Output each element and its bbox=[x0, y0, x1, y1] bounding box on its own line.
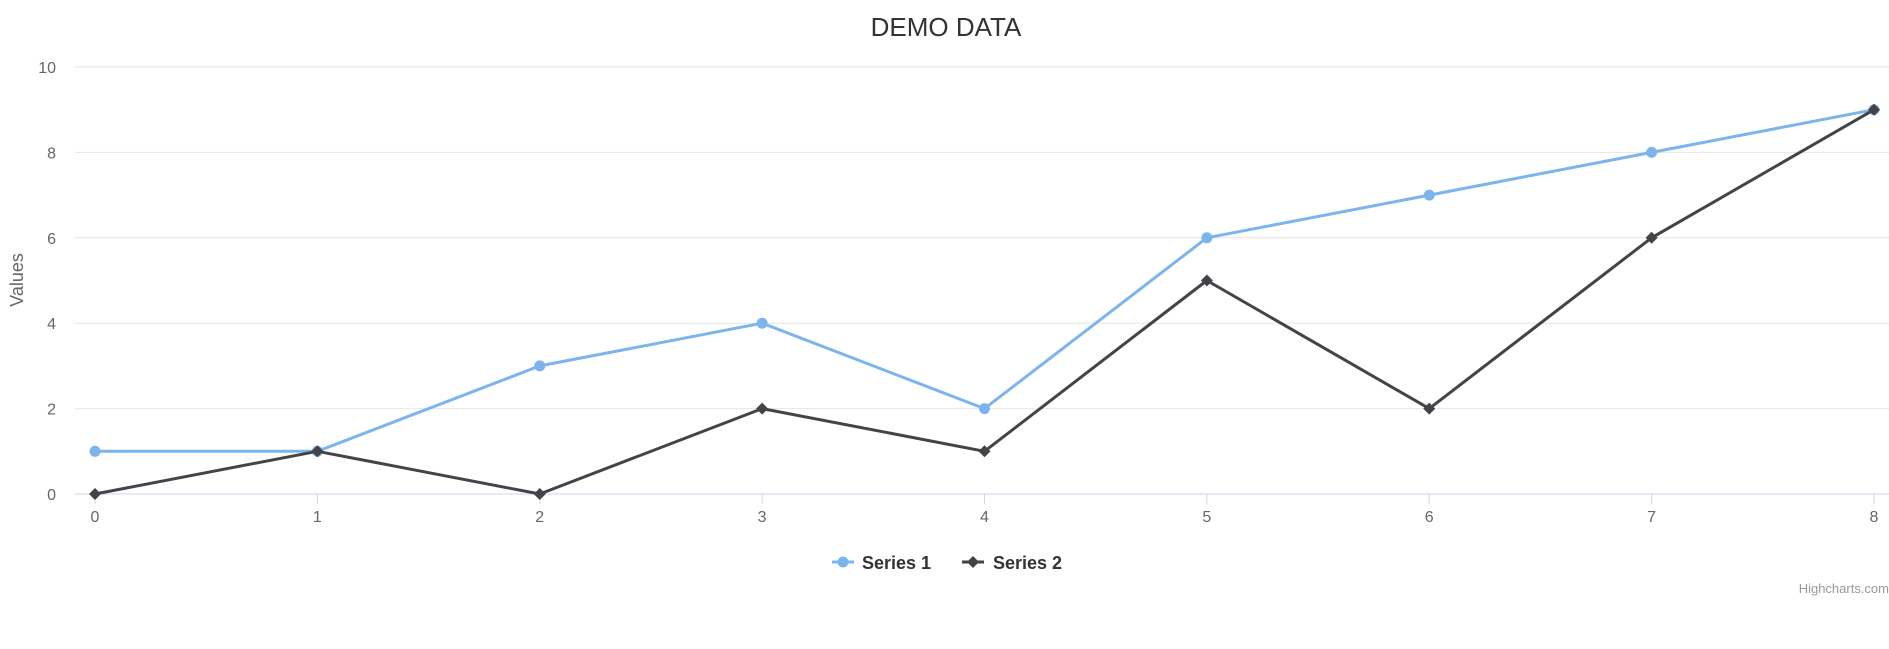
y-tick-label: 8 bbox=[47, 145, 56, 162]
legend-label: Series 1 bbox=[862, 553, 931, 573]
data-point[interactable] bbox=[1868, 103, 1880, 116]
x-tick-label: 8 bbox=[1870, 509, 1879, 526]
grid-lines bbox=[75, 66, 1889, 410]
legend[interactable]: Series 1 Series 2 bbox=[832, 553, 1062, 573]
x-tick-label: 2 bbox=[535, 509, 544, 526]
series-2[interactable] bbox=[89, 103, 1880, 500]
x-tick-label: 6 bbox=[1425, 509, 1434, 526]
legend-label: Series 2 bbox=[993, 553, 1062, 573]
data-point[interactable] bbox=[756, 317, 768, 329]
data-point[interactable] bbox=[533, 488, 546, 500]
series-line[interactable] bbox=[93, 108, 1876, 496]
data-point[interactable] bbox=[1423, 189, 1435, 201]
legend-item-series-2[interactable]: Series 2 bbox=[962, 553, 1062, 573]
x-axis: 0 1 2 3 4 5 6 7 8 bbox=[75, 493, 1889, 526]
data-point[interactable] bbox=[756, 402, 769, 415]
legend-marker bbox=[837, 556, 849, 568]
y-tick-label: 10 bbox=[38, 60, 56, 77]
x-tick-label: 1 bbox=[313, 509, 322, 526]
data-point[interactable] bbox=[534, 360, 546, 372]
legend-item-series-1[interactable]: Series 1 bbox=[832, 553, 931, 573]
y-tick-label: 2 bbox=[47, 402, 56, 419]
series-1[interactable] bbox=[89, 104, 1880, 457]
y-tick-label: 4 bbox=[47, 316, 56, 333]
x-tick-label: 7 bbox=[1647, 509, 1656, 526]
data-point[interactable] bbox=[1200, 274, 1213, 287]
data-point[interactable] bbox=[1646, 146, 1658, 158]
x-tick-label: 0 bbox=[91, 509, 100, 526]
y-tick-label: 0 bbox=[47, 487, 56, 504]
y-axis: 0 2 4 6 8 10 bbox=[38, 60, 56, 504]
x-tick-label: 5 bbox=[1202, 509, 1211, 526]
credits-link[interactable]: Highcharts.com bbox=[1799, 581, 1889, 596]
data-point[interactable] bbox=[978, 445, 991, 458]
series-line[interactable] bbox=[93, 108, 1876, 453]
data-point[interactable] bbox=[1423, 402, 1436, 415]
x-tick-label: 3 bbox=[758, 509, 767, 526]
data-point[interactable] bbox=[1201, 232, 1213, 244]
data-point[interactable] bbox=[89, 445, 101, 457]
data-point[interactable] bbox=[311, 445, 324, 458]
series-group bbox=[89, 103, 1880, 500]
x-tick-label: 4 bbox=[980, 509, 989, 526]
legend-marker bbox=[967, 556, 979, 568]
data-point[interactable] bbox=[979, 403, 990, 415]
data-point[interactable] bbox=[1645, 231, 1658, 244]
y-tick-label: 6 bbox=[47, 231, 56, 248]
y-axis-title: Values bbox=[7, 253, 27, 307]
chart-title: DEMO DATA bbox=[871, 12, 1022, 42]
data-point[interactable] bbox=[89, 488, 101, 500]
